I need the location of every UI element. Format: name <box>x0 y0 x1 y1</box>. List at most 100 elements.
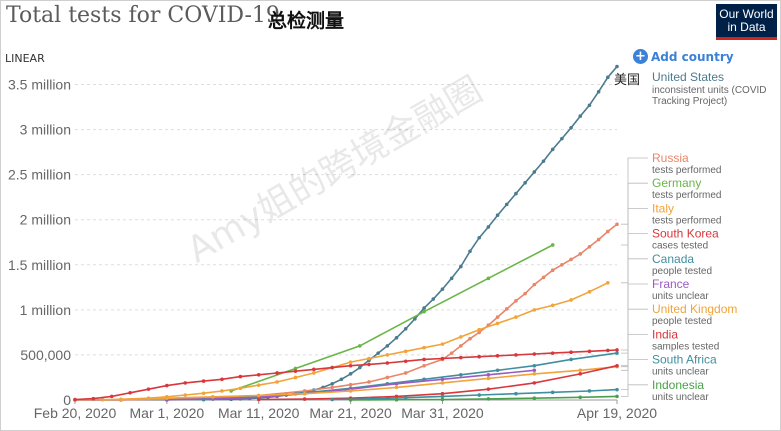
data-point-south_korea <box>440 356 445 361</box>
data-point-canada <box>459 372 463 377</box>
series-label-india: India <box>652 327 678 341</box>
scale-toggle[interactable]: LINEAR <box>5 52 45 65</box>
data-point-germany <box>550 243 555 247</box>
data-point-india <box>615 363 619 368</box>
data-point-italy <box>422 345 426 350</box>
data-point-us <box>615 64 619 69</box>
data-point-russia <box>504 307 509 311</box>
data-point-us <box>606 75 610 80</box>
series-label-uk: United Kingdom <box>652 302 737 316</box>
data-point-italy <box>587 290 592 294</box>
data-point-italy <box>275 380 279 384</box>
data-point-uk <box>578 368 583 373</box>
series-note-uk: people tested <box>652 316 712 327</box>
label-connector <box>621 233 648 351</box>
data-point-italy <box>367 356 371 361</box>
x-tick-label: Mar 31, 2020 <box>401 405 484 421</box>
data-point-us <box>486 225 491 229</box>
data-point-indonesia <box>394 397 399 402</box>
data-point-russia <box>587 244 592 249</box>
data-point-india <box>532 381 537 385</box>
data-point-us <box>468 249 472 254</box>
data-point-south_africa <box>477 393 482 397</box>
owid-logo[interactable]: Our World in Data <box>716 4 777 40</box>
series-note-india: samples tested <box>652 341 719 352</box>
y-tick-label: 3 million <box>20 122 71 138</box>
x-tick-label: Apr 19, 2020 <box>577 405 657 421</box>
data-point-us <box>541 159 546 163</box>
y-tick-label: 2 million <box>20 212 71 228</box>
series-label-germany: Germany <box>652 176 701 190</box>
data-point-us <box>495 213 500 218</box>
data-point-italy <box>183 393 188 397</box>
data-point-us <box>357 365 362 370</box>
data-point-russia <box>403 371 408 375</box>
data-point-russia <box>550 268 555 273</box>
data-point-india <box>302 397 307 401</box>
data-point-russia <box>422 363 426 368</box>
data-point-south_africa <box>550 390 555 395</box>
data-point-us <box>394 336 399 340</box>
label-connector <box>621 283 648 371</box>
data-point-germany <box>293 366 298 371</box>
series-label-russia: Russia <box>652 151 689 165</box>
data-point-us <box>477 235 482 240</box>
data-point-russia <box>569 257 573 262</box>
data-point-canada <box>495 368 500 373</box>
y-tick-label: 500,000 <box>20 347 71 363</box>
data-point-italy <box>477 327 482 332</box>
data-point-russia <box>385 375 390 380</box>
data-point-south_korea <box>330 365 335 370</box>
series-label-south_korea: South Korea <box>652 227 719 241</box>
y-tick-label: 2.5 million <box>8 167 71 183</box>
data-point-uk <box>210 395 215 399</box>
data-point-south_korea <box>312 367 316 372</box>
chart-title: Total tests for COVID-19 <box>6 3 280 28</box>
data-point-uk <box>440 381 445 385</box>
label-connector <box>621 384 648 397</box>
label-connector <box>621 207 648 284</box>
data-point-south_korea <box>165 383 169 388</box>
data-point-uk <box>348 389 353 393</box>
data-point-russia <box>560 263 564 267</box>
label-connector <box>621 182 648 246</box>
data-point-russia <box>348 382 353 387</box>
y-tick-label: 3.5 million <box>8 77 71 93</box>
data-point-uk <box>486 376 491 381</box>
data-point-russia <box>330 385 335 390</box>
data-point-us <box>422 306 426 310</box>
data-point-south_korea <box>183 381 188 385</box>
data-point-us <box>587 103 592 108</box>
data-point-us <box>330 381 335 386</box>
data-point-south_korea <box>109 394 114 399</box>
data-point-us <box>413 317 417 321</box>
series-line-italy <box>102 282 609 401</box>
data-point-us <box>431 297 436 301</box>
label-connector <box>621 258 648 354</box>
data-point-canada <box>615 351 619 355</box>
data-point-france <box>486 372 491 377</box>
data-point-italy <box>201 391 206 396</box>
add-country-button[interactable]: + Add country <box>633 49 734 64</box>
data-point-russia <box>578 252 583 256</box>
series-label-italy: Italy <box>652 201 674 215</box>
data-point-south_korea <box>532 352 537 356</box>
data-point-uk <box>119 397 123 402</box>
data-point-south_korea <box>550 351 555 355</box>
data-point-russia <box>477 330 482 335</box>
series-note-us: Tracking Project) <box>652 96 727 107</box>
data-point-us <box>514 191 518 196</box>
y-tick-label: 1.5 million <box>8 257 71 273</box>
data-point-italy <box>459 335 463 339</box>
data-point-south_korea <box>459 355 463 360</box>
series-label-france: France <box>652 277 690 291</box>
data-point-south_africa <box>403 395 408 400</box>
data-point-us <box>560 136 564 141</box>
data-point-italy <box>385 353 390 357</box>
data-point-south_korea <box>514 353 518 357</box>
data-point-south_korea <box>238 374 243 379</box>
data-point-italy <box>440 342 445 346</box>
label-connector <box>621 157 648 225</box>
series-label-south_africa: South Africa <box>652 353 717 367</box>
